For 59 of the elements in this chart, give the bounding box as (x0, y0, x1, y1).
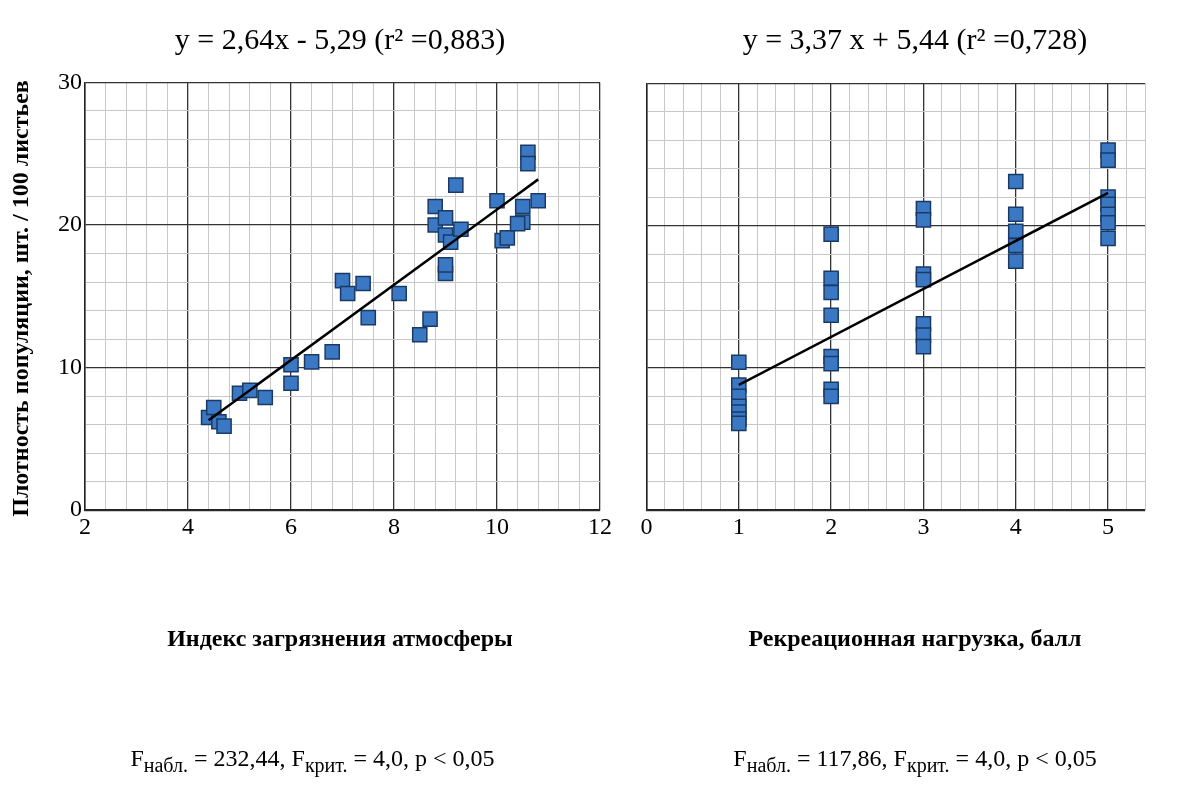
point (422, 311, 438, 327)
point (823, 226, 839, 242)
point (1007, 253, 1024, 269)
point (514, 198, 531, 215)
x-tick-label: 4 (182, 512, 194, 539)
point (427, 198, 444, 215)
text: F$_{набл.}$ = 232,44, F$_{крит.}$ = 4,0, p < 0,05 (129, 745, 496, 777)
x-tick-label: 2 (825, 512, 838, 539)
point (823, 307, 839, 324)
point (360, 309, 377, 326)
x-tick-label: 3 (917, 512, 930, 539)
point (823, 284, 839, 301)
point (730, 415, 747, 432)
point (216, 418, 232, 434)
point (915, 338, 932, 355)
point (324, 344, 341, 360)
point (411, 326, 428, 343)
point (1007, 206, 1024, 223)
point (257, 389, 274, 406)
point (823, 388, 839, 405)
text: F$_{набл.}$ = 117,86, F$_{крит.}$ = 4,0, p < 0,05 (732, 745, 1098, 777)
point (355, 275, 371, 292)
x-tick-label: 10 (485, 512, 509, 539)
point (391, 285, 407, 302)
y-axis-title: Плотность популяции, шт. / 100 листьев (6, 79, 34, 519)
x-axis-title: Рекреационная нагрузка, балл (747, 625, 1083, 652)
point (283, 375, 299, 392)
point (1100, 214, 1116, 231)
y-tick-label: 10 (58, 352, 82, 379)
point (509, 215, 526, 232)
point (447, 177, 464, 193)
y-tick-label: 30 (58, 67, 82, 94)
x-tick-label: 6 (285, 512, 297, 539)
point (1007, 173, 1024, 190)
point (339, 285, 356, 302)
point (823, 355, 839, 372)
chart-title: y = 2,64x - 5,29 (r² =0,883) (173, 22, 507, 56)
point (1100, 230, 1116, 247)
point (1007, 223, 1024, 240)
x-tick-label: 8 (388, 512, 400, 539)
point (520, 155, 536, 172)
point (915, 212, 932, 228)
x-tick-label: 12 (588, 512, 612, 539)
x-tick-label: 1 (732, 512, 745, 539)
point (730, 354, 747, 371)
x-tick-label: 5 (1102, 512, 1115, 539)
x-tick-label: 0 (640, 512, 653, 539)
point (530, 192, 547, 209)
point (1100, 152, 1116, 168)
x-axis-title: Индекс загрязнения атмосферы (166, 625, 514, 652)
x-tick-label: 4 (1009, 512, 1022, 539)
point (489, 192, 505, 209)
chart-title: y = 3,37 x + 5,44 (r² =0,728) (741, 22, 1089, 56)
point (823, 270, 839, 287)
point (499, 230, 516, 246)
point (303, 354, 320, 370)
y-tick-label: 20 (58, 210, 82, 237)
point (437, 257, 454, 273)
point (437, 210, 454, 226)
